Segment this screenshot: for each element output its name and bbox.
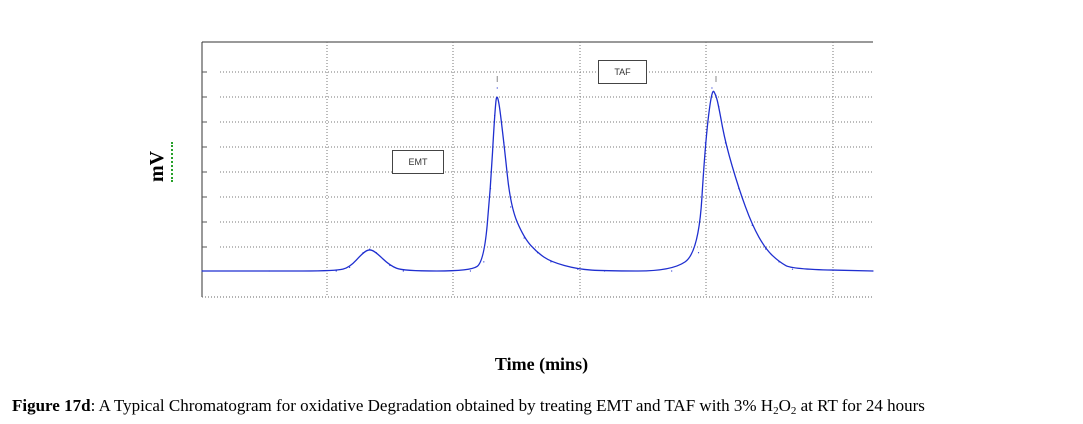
trace-point xyxy=(489,188,492,190)
figure-caption: Figure 17d: A Typical Chromatogram for o… xyxy=(12,396,925,417)
trace-point xyxy=(493,114,496,117)
trace-point xyxy=(697,252,700,254)
spellcheck-underline xyxy=(168,142,173,182)
trace-point xyxy=(496,87,498,89)
trace-point xyxy=(389,264,391,267)
trace-point xyxy=(778,261,780,263)
peak-label-taf: TAF xyxy=(598,60,647,84)
trace-point xyxy=(375,252,378,254)
trace-point xyxy=(724,142,726,144)
trace-point xyxy=(711,87,713,89)
caption-sub-2: 2 xyxy=(790,405,797,417)
trace-point xyxy=(349,266,351,268)
figure-number: Figure 17d xyxy=(12,396,91,415)
caption-sub-1: 2 xyxy=(773,405,779,417)
chromatogram-plot xyxy=(201,41,874,298)
trace-point xyxy=(536,252,539,254)
trace-point xyxy=(704,142,706,144)
trace-point xyxy=(362,252,364,254)
trace-point xyxy=(715,94,717,96)
trace-point xyxy=(523,237,525,239)
trace-point xyxy=(872,270,874,272)
trace-point xyxy=(577,268,579,270)
trace-point xyxy=(550,261,552,263)
trace-point xyxy=(751,224,753,226)
trace-point xyxy=(335,270,337,272)
trace-point xyxy=(369,248,371,250)
trace-point xyxy=(765,248,767,250)
trace-point xyxy=(510,206,512,208)
trace-point xyxy=(604,270,606,272)
trace-point xyxy=(201,270,203,272)
trace-point xyxy=(718,105,720,107)
trace-point xyxy=(738,188,740,190)
trace-point xyxy=(483,261,485,263)
chromatogram-trace xyxy=(201,90,874,272)
caption-text-2: O xyxy=(778,396,791,415)
peak-label-emt: EMT xyxy=(392,150,444,174)
trace-point xyxy=(503,142,505,144)
x-axis-label: Time (mins) xyxy=(494,354,589,374)
trace-point xyxy=(671,270,673,272)
caption-text-1: : A Typical Chromatogram for oxidative D… xyxy=(90,396,774,415)
trace-point xyxy=(402,270,404,272)
trace-point xyxy=(791,268,794,270)
trace-point xyxy=(268,270,270,272)
trace-point xyxy=(469,270,471,272)
caption-text-3: at RT for 24 hours xyxy=(796,396,925,415)
